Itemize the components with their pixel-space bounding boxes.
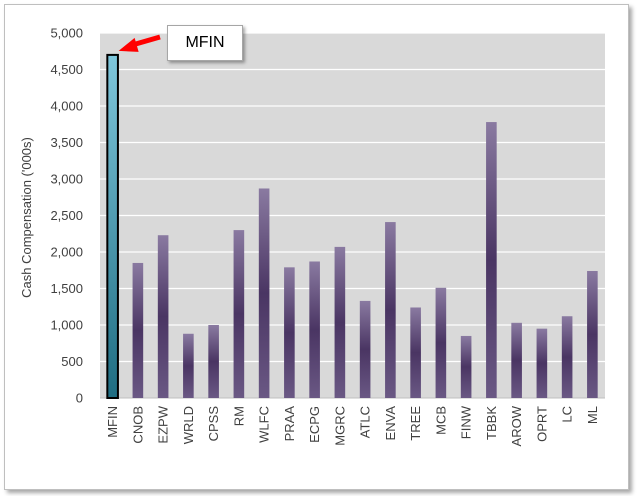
bar-ecpg — [309, 261, 320, 398]
x-tick-label-cpss: CPSS — [206, 406, 221, 442]
x-tick-label-mfin: MFIN — [105, 406, 120, 438]
bar-mcb — [435, 287, 447, 398]
y-tick-label-5-000: 5,000 — [50, 26, 83, 41]
bars — [106, 53, 598, 400]
bar-ezpw — [157, 235, 169, 398]
y-axis-title: Cash Compensation ('000s) — [19, 137, 34, 298]
bar-cnob — [132, 262, 144, 398]
annotation-callout: MFIN — [167, 25, 243, 61]
x-tick-label-enva: ENVA — [383, 406, 398, 441]
x-tick-label-ezpw: EZPW — [156, 405, 171, 443]
x-tick-label-wlfc: WLFC — [257, 406, 272, 443]
y-tick-label-1-500: 1,500 — [50, 281, 83, 296]
x-tick-label-ecpg: ECPG — [307, 406, 322, 443]
x-tick-label-wrld: WRLD — [181, 406, 196, 444]
bar-cpss — [208, 325, 219, 398]
y-tick-label-4-500: 4,500 — [50, 62, 83, 77]
x-tick-label-cnob: CNOB — [130, 406, 145, 444]
x-tick-label-rm: RM — [231, 406, 246, 426]
y-tick-label-2-000: 2,000 — [50, 245, 83, 260]
x-tick-label-oprt: OPRT — [534, 406, 549, 442]
annotation-arrow — [118, 34, 161, 52]
x-tick-label-tbbk: TBBK — [484, 406, 499, 440]
bar-rm — [233, 230, 245, 398]
y-tick-label-500: 500 — [61, 354, 83, 369]
x-tick-label-arow: AROW — [509, 405, 524, 446]
arrow-head — [118, 37, 139, 52]
bar-chart: 0 500 1,000 1,500 2,000 2,500 3,000 3,500 4,000 4… — [19, 26, 605, 446]
bar-finw — [460, 335, 472, 398]
x-tick-label-finw: FINW — [459, 405, 474, 439]
x-axis-ticks: MFIN CNOB EZPW WRLD CPSS RM WLFC PRAA ECPG MGRC AT… — [105, 405, 600, 446]
chart-frame: 0 500 1,000 1,500 2,000 2,500 3,000 3,500 4,000 4… — [4, 4, 629, 490]
bar-praa — [284, 267, 295, 398]
bar-atlc — [359, 300, 371, 398]
x-tick-label-praa: PRAA — [282, 406, 297, 442]
bar-enva — [385, 222, 396, 398]
bar-wlfc — [258, 188, 270, 398]
x-tick-label-mgrc: MGRC — [332, 406, 347, 446]
bar-mgrc — [334, 246, 346, 398]
y-tick-label-0: 0 — [76, 391, 83, 406]
y-axis-ticks: 0 500 1,000 1,500 2,000 2,500 3,000 3,500 4,000 4… — [50, 26, 83, 406]
bar-tree — [410, 307, 421, 398]
x-tick-label-tree: TREE — [408, 406, 423, 441]
bar-arow — [511, 322, 522, 398]
y-tick-label-1-000: 1,000 — [50, 318, 83, 333]
y-tick-label-4-000: 4,000 — [50, 99, 83, 114]
x-tick-label-lc: LC — [560, 406, 575, 423]
y-tick-label-2-500: 2,500 — [50, 208, 83, 223]
x-tick-label-mcb: MCB — [433, 406, 448, 435]
y-tick-label-3-000: 3,000 — [50, 172, 83, 187]
arrow-shaft — [131, 34, 161, 48]
bar-tbbk — [486, 122, 497, 398]
bar-lc — [561, 316, 573, 398]
x-tick-label-ml: ML — [585, 406, 600, 424]
y-tick-label-3-500: 3,500 — [50, 135, 83, 150]
bar-wrld — [183, 333, 194, 398]
bar-ml — [587, 270, 598, 398]
bar-mfin — [106, 53, 119, 400]
bar-oprt — [536, 328, 548, 398]
x-tick-label-atlc: ATLC — [358, 406, 373, 438]
